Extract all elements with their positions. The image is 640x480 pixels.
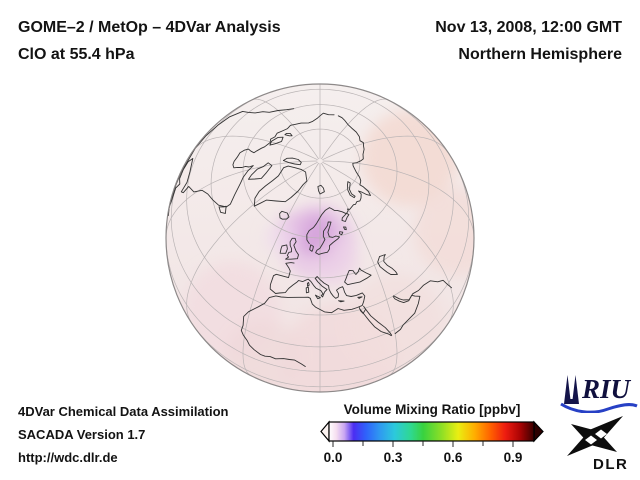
riu-logo: RIU	[560, 374, 638, 413]
colorbar-tick-label: 0.6	[444, 450, 463, 465]
cathedral-icon	[564, 375, 579, 404]
footer-credits: 4DVar Chemical Data Assimilation SACADA …	[18, 400, 229, 469]
credit-line-3: http://wdc.dlr.de	[18, 450, 118, 465]
colorbar-tick-labels: 0.0 0.3 0.6 0.9	[324, 450, 523, 465]
title-line-1: GOME–2 / MetOp – 4DVar Analysis	[18, 19, 281, 36]
datetime-label: Nov 13, 2008, 12:00 GMT	[435, 19, 622, 36]
colorbar-tick-label: 0.3	[384, 450, 403, 465]
header-left: GOME–2 / MetOp – 4DVar Analysis ClO at 5…	[18, 14, 281, 68]
colorbar-gradient-bar	[328, 421, 535, 442]
header-right: Nov 13, 2008, 12:00 GMT Northern Hemisph…	[435, 14, 622, 68]
riu-wave-icon	[560, 402, 638, 413]
colorbar-title: Volume Mixing Ratio [ppbv]	[344, 402, 521, 417]
graticule-lines	[166, 84, 474, 392]
riu-label: RIU	[581, 374, 632, 404]
colorbar: Volume Mixing Ratio [ppbv] 0.0 0.3 0.6 0.9	[320, 402, 544, 465]
title-line-2: ClO at 55.4 hPa	[18, 46, 135, 63]
credit-line-2: SACADA Version 1.7	[18, 427, 146, 442]
colorbar-left-arrow-icon	[320, 420, 330, 443]
dlr-logo: DLR	[567, 416, 628, 473]
colorbar-ticks	[332, 441, 514, 447]
credit-line-1: 4DVar Chemical Data Assimilation	[18, 404, 229, 419]
region-label: Northern Hemisphere	[458, 46, 622, 63]
globe-rim	[165, 83, 475, 393]
clo-field-blobs	[184, 110, 474, 392]
dlr-star-icon	[567, 416, 623, 456]
colorbar-tick-label: 0.0	[324, 450, 343, 465]
colorbar-right-arrow-icon	[533, 420, 544, 443]
dlr-label: DLR	[593, 456, 628, 473]
colorbar-tick-label: 0.9	[504, 450, 523, 465]
coastlines	[167, 108, 453, 367]
